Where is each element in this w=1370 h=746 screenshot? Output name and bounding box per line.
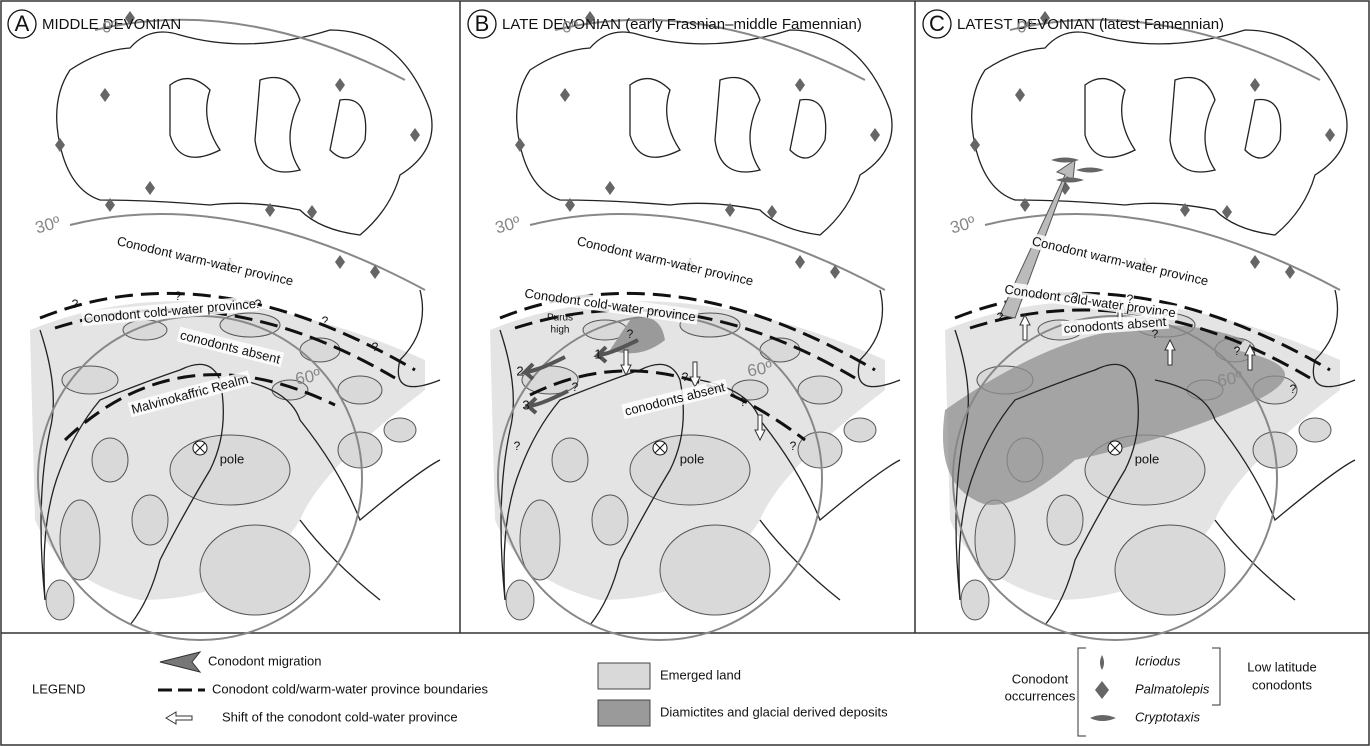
map-label: 2 (516, 363, 523, 378)
land (506, 580, 534, 620)
legend-label: Diamictites and glacial derived deposits (660, 704, 888, 719)
question-mark: ? (740, 395, 747, 409)
land (123, 320, 167, 340)
legend-label: occurrences (1005, 688, 1076, 703)
map-label: pole (220, 451, 245, 466)
question-mark: ? (790, 439, 797, 453)
question-mark: ? (1127, 292, 1134, 306)
land (170, 435, 290, 505)
legend-label: Palmatolepis (1135, 681, 1210, 696)
figure: LEGEND Conodont migration Conodont cold/… (0, 0, 1370, 746)
map-label: 0º (1017, 17, 1033, 36)
map-label: pole (680, 451, 705, 466)
question-mark: ? (627, 327, 634, 341)
question-mark: ? (322, 314, 329, 328)
legend-label: Conodont (1012, 671, 1069, 686)
land (552, 438, 588, 482)
land (592, 495, 628, 545)
land (660, 525, 770, 615)
panel-letter: B (475, 11, 490, 36)
question-mark: ? (1234, 344, 1241, 358)
map-label: Purus (547, 313, 573, 324)
legend-label: Conodont cold/warm-water province bounda… (212, 681, 489, 696)
question-mark: ? (1072, 290, 1079, 304)
question-mark: ? (514, 439, 521, 453)
land (200, 525, 310, 615)
legend-label: Icriodus (1135, 653, 1181, 668)
land (798, 376, 842, 404)
land (1299, 418, 1331, 442)
legend-label: Cryptotaxis (1135, 709, 1201, 724)
question-mark: ? (255, 297, 262, 311)
land (132, 495, 168, 545)
map-label: 0º (562, 17, 578, 36)
question-mark: ? (175, 289, 182, 303)
land (630, 435, 750, 505)
diamictite-swatch (598, 700, 650, 726)
legend-label: Low latitude (1247, 659, 1316, 674)
panel-title: LATE DEVONIAN (early Frasnian–middle Fam… (502, 16, 862, 33)
question-mark: ? (1290, 382, 1297, 396)
land (46, 580, 74, 620)
map-label: pole (1135, 451, 1160, 466)
legend-label: conodonts (1252, 677, 1312, 692)
land (338, 376, 382, 404)
legend-label: Emerged land (660, 667, 741, 682)
land (92, 438, 128, 482)
land-swatch (598, 663, 650, 689)
land (961, 580, 989, 620)
land (384, 418, 416, 442)
map-label: 1 (594, 346, 601, 361)
map-label: 3 (522, 397, 529, 412)
panel-letter: C (929, 11, 945, 36)
land (1115, 525, 1225, 615)
question-mark: ? (572, 380, 579, 394)
question-mark: ? (682, 370, 689, 384)
land (844, 418, 876, 442)
question-mark: ? (372, 340, 379, 354)
question-mark: ? (997, 310, 1004, 324)
question-mark: ? (72, 297, 79, 311)
map-label: high (551, 325, 570, 336)
map-label: 0º (102, 17, 118, 36)
land (1047, 495, 1083, 545)
panel-title: LATEST DEVONIAN (latest Famennian) (957, 16, 1224, 33)
question-mark: ? (1152, 327, 1159, 341)
legend-label: Conodont migration (208, 653, 321, 668)
panel-letter: A (15, 11, 30, 36)
legend-label: Shift of the conodont cold-water provinc… (222, 709, 458, 724)
legend-title: LEGEND (32, 681, 85, 696)
